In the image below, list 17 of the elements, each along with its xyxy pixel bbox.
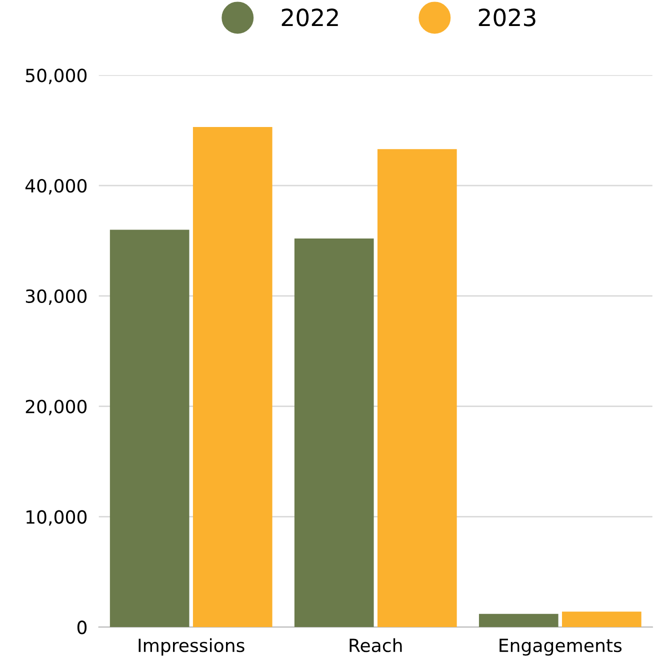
y-tick-label: 0 <box>77 620 87 634</box>
legend-label: 2023 <box>478 8 536 26</box>
bar <box>294 238 374 628</box>
y-tick-label: 20,000 <box>26 400 87 416</box>
x-tick-label: Impressions <box>138 638 244 656</box>
bar <box>192 127 272 628</box>
legend-label: 2022 <box>282 8 338 26</box>
y-tick-label: 40,000 <box>25 178 87 194</box>
x-tick-label: Reach <box>350 638 402 652</box>
bar <box>377 149 457 628</box>
bar <box>562 612 642 628</box>
bar <box>478 614 558 628</box>
y-tick-label: 30,000 <box>26 289 87 305</box>
y-tick-label: 50,000 <box>26 68 87 84</box>
y-tick-label: 10,000 <box>26 510 87 526</box>
bar <box>110 230 190 628</box>
x-tick-label: Engagements <box>500 638 622 656</box>
